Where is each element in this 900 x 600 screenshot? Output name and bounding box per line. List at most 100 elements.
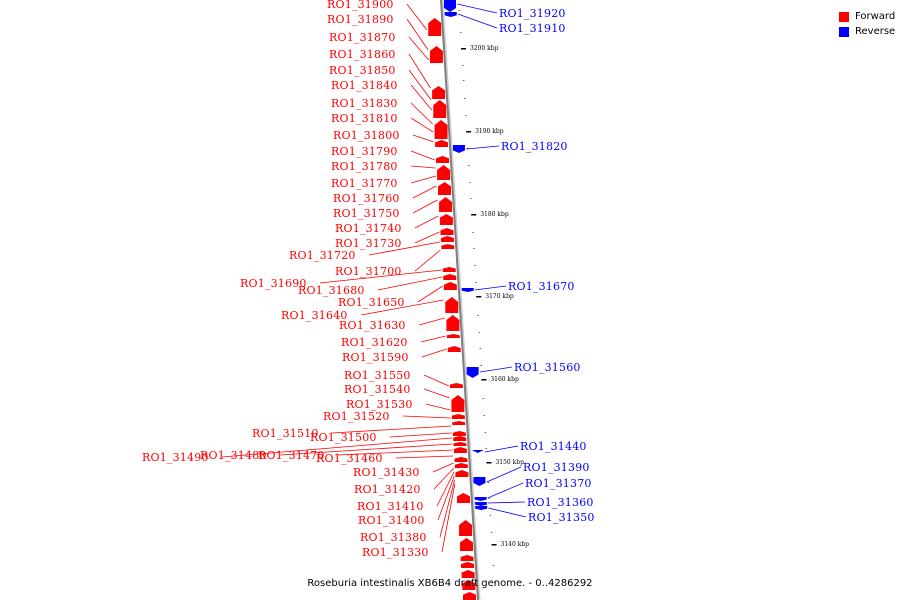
forward-gene-label: RO1_31800: [333, 129, 400, 142]
forward-gene-label: RO1_31480: [200, 449, 267, 462]
forward-gene: [429, 46, 443, 63]
forward-gene: [437, 165, 451, 180]
reverse-leader-line: [486, 466, 522, 483]
forward-gene: [439, 214, 453, 225]
minor-tick: [482, 398, 485, 399]
minor-tick: [480, 365, 483, 366]
kbp-label: 3150 kbp: [495, 459, 524, 466]
forward-gene-label: RO1_31330: [362, 546, 429, 559]
reverse-gene-label: RO1_31370: [525, 477, 592, 490]
backbone-shadow: [441, 0, 481, 600]
forward-gene: [451, 395, 465, 412]
forward-leader-line: [410, 175, 436, 184]
reverse-gene: [475, 506, 488, 510]
minor-tick: [475, 282, 477, 283]
forward-gene: [454, 463, 468, 468]
forward-gene: [459, 520, 473, 536]
forward-gene: [452, 431, 466, 436]
forward-leader-line: [331, 425, 452, 434]
minor-tick: [477, 315, 479, 316]
forward-gene: [461, 562, 475, 568]
reverse-leader-line: [484, 445, 519, 453]
forward-gene-label: RO1_31760: [333, 192, 400, 205]
minor-tick: [490, 532, 493, 533]
reverse-gene-label: RO1_31350: [528, 511, 595, 524]
forward-gene-label: RO1_31830: [331, 97, 398, 110]
forward-gene: [460, 555, 474, 561]
forward-leader-line: [410, 84, 433, 111]
forward-leader-line: [414, 215, 439, 229]
reverse-gene-label: RO1_31560: [514, 361, 581, 374]
reverse-gene-label: RO1_31440: [520, 440, 587, 453]
forward-gene: [434, 120, 448, 139]
forward-gene: [453, 442, 467, 446]
minor-tick: [459, 32, 462, 33]
forward-swatch: [839, 11, 849, 22]
minor-tick: [492, 565, 495, 566]
reverse-leader-line: [466, 145, 500, 150]
forward-gene-label: RO1_31750: [333, 207, 400, 220]
reverse-gene-label: RO1_31910: [499, 22, 566, 35]
minor-tick: [473, 248, 475, 249]
forward-leader-line: [368, 241, 440, 256]
forward-gene-label: RO1_31790: [331, 145, 398, 158]
forward-gene-label: RO1_31420: [354, 483, 421, 496]
forward-gene: [440, 236, 454, 242]
forward-gene-label: RO1_31590: [342, 351, 409, 364]
legend-item-reverse: Reverse: [839, 24, 895, 39]
forward-gene-label: RO1_31810: [331, 112, 398, 125]
forward-gene-label: RO1_31690: [240, 277, 307, 290]
reverse-leader-line: [457, 13, 498, 29]
reverse-gene-label: RO1_31670: [508, 280, 575, 293]
forward-gene: [433, 100, 447, 118]
forward-gene-label: RO1_31680: [298, 284, 365, 297]
forward-leader-line: [279, 443, 453, 456]
forward-gene-label: RO1_31850: [329, 64, 396, 77]
reverse-gene-label: RO1_31820: [501, 140, 568, 153]
forward-gene: [440, 228, 454, 235]
major-tick: [460, 48, 466, 50]
forward-gene-label: RO1_31640: [281, 309, 348, 322]
reverse-gene-label: RO1_31390: [523, 461, 590, 474]
forward-leader-line: [406, 18, 429, 51]
reverse-gene: [466, 367, 479, 378]
minor-tick: [484, 432, 487, 433]
reverse-leader-line: [479, 366, 513, 373]
legend-label-reverse: Reverse: [855, 26, 896, 37]
forward-leader-line: [221, 437, 453, 458]
forward-leader-line: [436, 471, 455, 507]
major-tick: [476, 296, 482, 298]
reverse-gene: [471, 450, 484, 453]
forward-leader-line: [432, 462, 454, 473]
major-tick: [471, 214, 477, 216]
minor-tick: [458, 10, 461, 11]
forward-gene: [455, 470, 469, 477]
reverse-leader-line: [474, 285, 507, 291]
forward-gene-label: RO1_31900: [327, 0, 394, 11]
forward-gene: [436, 156, 450, 163]
forward-leader-line: [410, 102, 433, 125]
forward-leader-line: [414, 249, 441, 272]
minor-tick: [470, 198, 472, 199]
minor-tick: [474, 265, 476, 266]
minor-tick: [493, 582, 496, 583]
forward-gene-label: RO1_31650: [338, 296, 405, 309]
kbp-label: 3160 kbp: [490, 376, 519, 383]
forward-gene-label: RO1_31540: [344, 383, 411, 396]
forward-leader-line: [421, 348, 447, 358]
major-tick: [481, 379, 487, 381]
forward-gene-label: RO1_31700: [335, 265, 402, 278]
forward-gene-label: RO1_31730: [335, 237, 402, 250]
forward-gene-label: RO1_31400: [358, 514, 425, 527]
forward-leader-line: [319, 269, 442, 284]
minor-tick: [485, 448, 488, 449]
forward-leader-line: [420, 335, 446, 343]
forward-gene-label: RO1_31380: [360, 531, 427, 544]
forward-leader-line: [408, 36, 430, 61]
reverse-swatch: [839, 26, 849, 37]
forward-gene: [454, 457, 468, 462]
minor-tick: [462, 65, 464, 66]
reverse-gene-label: RO1_31920: [499, 7, 566, 20]
minor-tick: [488, 498, 491, 499]
forward-leader-line: [417, 285, 443, 303]
